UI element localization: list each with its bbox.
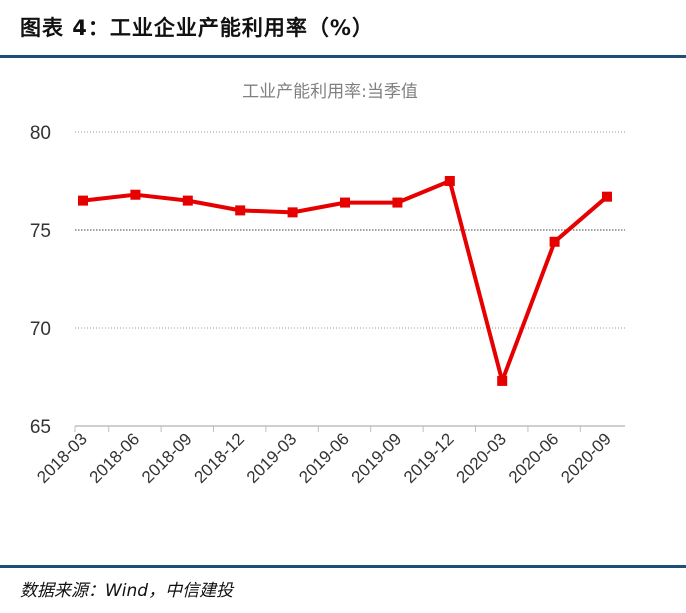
x-tick-label-2020-03: 2020-03 <box>452 429 510 487</box>
data-point-2020-09 <box>602 191 612 202</box>
data-point-2018-09 <box>182 195 193 206</box>
x-tick-label-2019-09: 2019-09 <box>348 429 406 487</box>
source-note: 数据来源：Wind，中信建投 <box>20 581 234 601</box>
data-point-2019-03 <box>287 207 298 218</box>
y-tick-label-75: 75 <box>30 221 51 242</box>
data-point-2018-12 <box>235 205 246 216</box>
x-tick-label-2018-12: 2018-12 <box>190 429 248 487</box>
data-point-2018-03 <box>78 195 88 206</box>
x-tick-labels: 2018-032018-062018-092018-122019-032019-… <box>33 429 615 487</box>
x-tick-label-2019-06: 2019-06 <box>295 429 353 487</box>
x-tick-label-2018-09: 2018-09 <box>138 429 196 487</box>
data-point-2019-12 <box>444 176 455 186</box>
gridlines <box>75 131 625 329</box>
x-tick-label-2018-06: 2018-06 <box>86 429 144 487</box>
x-tick-label-2020-06: 2020-06 <box>505 429 563 487</box>
data-point-2020-03 <box>497 375 508 386</box>
marker-layer <box>78 176 612 386</box>
axes <box>74 425 625 432</box>
data-point-2019-09 <box>392 197 403 208</box>
data-point-2018-06 <box>130 189 141 200</box>
top-rule <box>0 55 686 58</box>
x-tick-label-2018-03: 2018-03 <box>33 429 91 487</box>
y-tick-label-80: 80 <box>30 123 51 144</box>
series-layer <box>82 179 609 383</box>
y-tick-label-65: 65 <box>30 417 51 438</box>
chart-title: 工业产能利用率:当季值 <box>242 82 418 102</box>
x-tick-label-2019-03: 2019-03 <box>243 429 301 487</box>
data-point-2019-06 <box>340 197 350 208</box>
series-line <box>82 179 609 383</box>
figure-title: 图表 4：工业企业产能利用率（%） <box>20 16 374 40</box>
y-tick-label-70: 70 <box>30 319 51 340</box>
y-tick-labels: 65 70 75 80 <box>30 123 51 438</box>
x-tick-label-2020-09: 2020-09 <box>557 429 615 487</box>
bottom-rule <box>0 565 686 568</box>
data-point-2020-06 <box>549 236 560 247</box>
x-tick-label-2019-12: 2019-12 <box>400 429 458 487</box>
